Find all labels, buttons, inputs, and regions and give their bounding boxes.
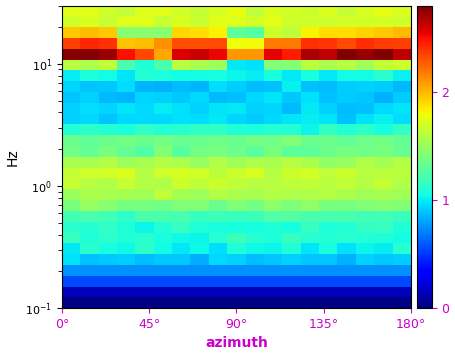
X-axis label: azimuth: azimuth	[205, 336, 268, 350]
Y-axis label: Hz: Hz	[5, 148, 20, 166]
